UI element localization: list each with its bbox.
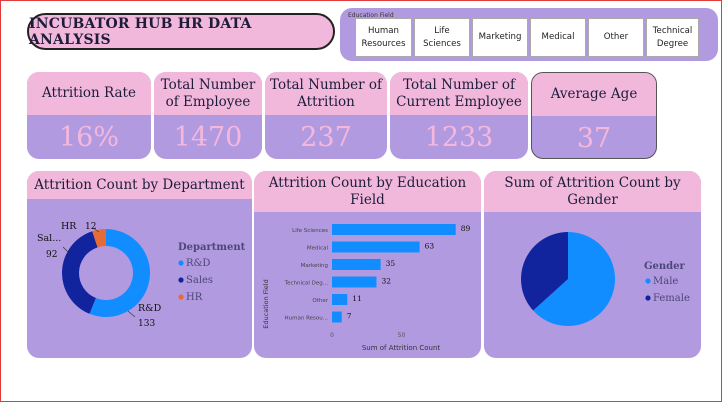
legend-marker	[178, 277, 184, 283]
kpi-value: 1470	[173, 121, 243, 153]
legend-entry: R&D	[186, 258, 210, 269]
bar	[332, 241, 420, 253]
legend-title: Department	[178, 242, 246, 253]
leader-line	[127, 310, 136, 318]
legend-title: Gender	[644, 261, 686, 272]
data-label: 89	[461, 224, 471, 233]
slicer-title: Education Field	[348, 12, 394, 19]
data-label: 35	[386, 259, 396, 268]
bar	[332, 259, 381, 270]
kpi-current-employee[interactable]: Total Number of Current Employee 1233	[390, 72, 528, 159]
legend-entry: Female	[653, 293, 690, 304]
data-label-category: R&D	[138, 303, 162, 314]
category-tick-label: Life Sciences	[292, 228, 328, 234]
chart-title: Sum of Attrition Count by Gender	[484, 171, 701, 212]
data-label: 63	[425, 242, 435, 251]
bar	[332, 294, 348, 305]
kpi-value: 16%	[58, 121, 119, 153]
slicer-option-label: Degree	[656, 38, 689, 49]
kpi-value: 1233	[424, 121, 494, 153]
legend-marker	[645, 278, 651, 284]
slicer-option-label: Technical	[652, 26, 693, 37]
data-label: 32	[381, 277, 391, 286]
leader-line	[92, 227, 100, 233]
chart-title: Attrition Count by Education Field	[254, 171, 481, 212]
page-title: INCUBATOR HUB HR DATA ANALYSIS	[27, 13, 335, 50]
slicer-option-label: Medical	[541, 32, 575, 43]
data-label-category: HR	[61, 221, 77, 232]
legend-marker	[645, 295, 651, 301]
x-axis-label: Sum of Attrition Count	[362, 344, 441, 352]
kpi-value: 37	[576, 122, 612, 154]
data-label: 11	[352, 294, 362, 303]
x-tick-label: 50	[398, 332, 406, 339]
slicer-option-label: Marketing	[478, 32, 522, 43]
y-axis-label: Education Field	[262, 279, 270, 328]
pie-slice-male	[533, 232, 615, 326]
bar	[332, 224, 456, 235]
education-bar-chart: Education Field Life Sciences 89 Medical 63 M…	[262, 224, 471, 352]
kpi-total-attrition[interactable]: Total Number of Attrition 237	[265, 72, 387, 159]
kpi-attrition-rate[interactable]: Attrition Rate 16%	[27, 72, 151, 159]
legend-entry: HR	[186, 292, 203, 303]
kpi-label: Total Number of Attrition	[265, 72, 387, 115]
department-donut-chart: R&D 133 Sal... 92 HR 12 Department R&D Sales HR	[37, 221, 246, 329]
slicer-option-label: Other	[603, 32, 629, 43]
legend-entry: Sales	[186, 275, 213, 286]
category-tick-label: Human Resou...	[284, 316, 328, 322]
donut-slice-hr	[92, 229, 106, 248]
bar	[332, 311, 342, 323]
card-attrition-by-education[interactable]: Attrition Count by Education Field Educa…	[254, 171, 481, 358]
slicer-option-medical[interactable]: Medical	[530, 18, 586, 57]
legend-marker	[178, 294, 184, 300]
category-tick-label: Other	[312, 298, 328, 304]
gender-pie-chart: Gender Male Female	[521, 232, 690, 326]
kpi-label: Average Age	[532, 73, 656, 116]
pie-slice-female	[521, 232, 568, 311]
legend-entry: Male	[653, 276, 678, 287]
kpi-total-employee[interactable]: Total Number of Employee 1470	[154, 72, 262, 159]
data-label-value: 133	[138, 319, 155, 329]
kpi-label: Attrition Rate	[27, 72, 151, 115]
bar	[332, 276, 377, 288]
donut-slice-sales	[62, 231, 98, 314]
slicer-option-label: Resources	[361, 38, 406, 49]
slicer-option-other[interactable]: Other	[588, 18, 644, 57]
slicer-option-human-resources[interactable]: Human Resources	[355, 18, 412, 57]
data-label-category: Sal...	[37, 233, 61, 244]
kpi-average-age[interactable]: Average Age 37	[531, 72, 657, 159]
card-attrition-by-department[interactable]: Attrition Count by Department R&D 133 Sal.…	[27, 171, 252, 358]
slicer-option-technical-degree[interactable]: Technical Degree	[646, 18, 699, 57]
donut-slice-rd	[89, 229, 151, 317]
slicer-option-label: Life	[434, 26, 450, 37]
leader-line	[62, 246, 70, 254]
kpi-value: 237	[300, 121, 352, 153]
category-tick-label: Medical	[307, 246, 329, 252]
slicer-option-label: Sciences	[423, 38, 461, 49]
legend-marker	[178, 260, 184, 266]
data-label-value: 12	[85, 222, 96, 232]
data-label: 7	[347, 312, 352, 321]
kpi-label: Total Number of Employee	[154, 72, 262, 115]
kpi-label: Total Number of Current Employee	[390, 72, 528, 115]
category-tick-label: Technical Deg...	[284, 281, 329, 287]
chart-title: Attrition Count by Department	[27, 171, 252, 199]
slicer-option-life-sciences[interactable]: Life Sciences	[414, 18, 470, 57]
category-tick-label: Marketing	[301, 263, 328, 269]
data-label-value: 92	[46, 250, 57, 260]
x-tick-label: 0	[330, 332, 334, 339]
card-attrition-by-gender[interactable]: Sum of Attrition Count by Gender Gender M…	[484, 171, 701, 358]
slicer-option-marketing[interactable]: Marketing	[472, 18, 528, 57]
slicer-option-label: Human	[367, 26, 399, 37]
